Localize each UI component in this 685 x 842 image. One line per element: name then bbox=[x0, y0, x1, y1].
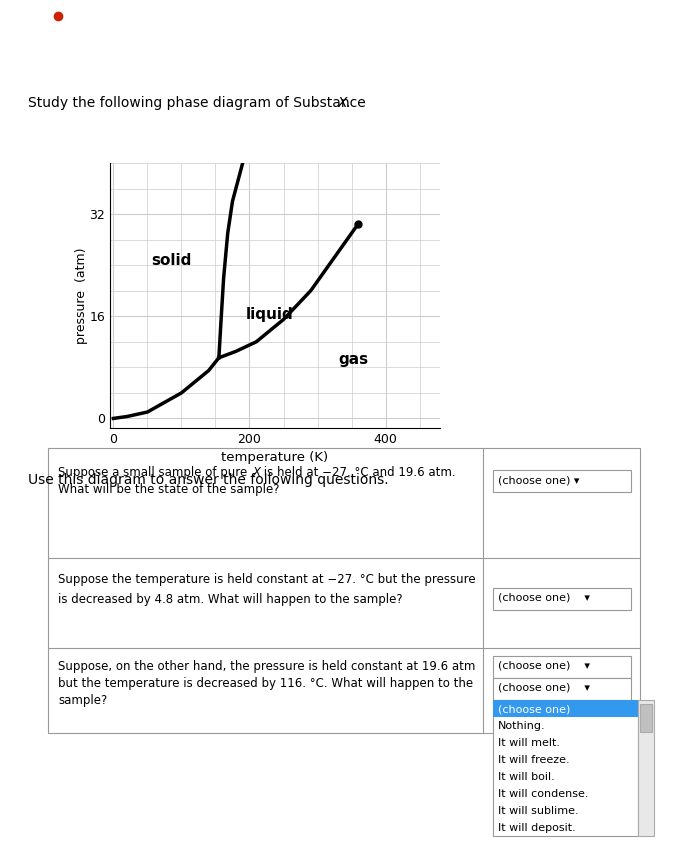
Text: is decreased by 4.8 atm. What will happen to the sample?: is decreased by 4.8 atm. What will happe… bbox=[58, 593, 403, 606]
Bar bbox=[48, 448, 640, 733]
Bar bbox=[638, 700, 654, 836]
Text: It will melt.: It will melt. bbox=[498, 738, 560, 748]
Y-axis label: pressure  (atm): pressure (atm) bbox=[75, 248, 88, 344]
Bar bbox=[493, 700, 638, 836]
Text: (choose one)    ▾: (choose one) ▾ bbox=[498, 661, 590, 671]
Text: Using a phase diagram to predict phase at a given temperature...: Using a phase diagram to predict phase a… bbox=[58, 29, 603, 44]
Text: (choose one)    ▾: (choose one) ▾ bbox=[498, 593, 590, 603]
Text: .: . bbox=[346, 96, 350, 110]
Bar bbox=[493, 678, 631, 700]
Text: It will sublime.: It will sublime. bbox=[498, 806, 579, 816]
Text: liquid: liquid bbox=[246, 307, 294, 322]
Text: solid: solid bbox=[151, 253, 191, 268]
Text: Suppose a small sample of pure: Suppose a small sample of pure bbox=[58, 466, 251, 479]
Text: is held at −27. °C and 19.6 atm.: is held at −27. °C and 19.6 atm. bbox=[260, 466, 456, 479]
Text: X: X bbox=[253, 466, 261, 479]
Text: Study the following phase diagram of Substance: Study the following phase diagram of Sub… bbox=[28, 96, 370, 110]
Bar bbox=[493, 588, 631, 610]
Text: Nothing.: Nothing. bbox=[498, 721, 546, 731]
Bar bbox=[640, 704, 652, 732]
Bar bbox=[493, 656, 631, 678]
Text: Use this diagram to answer the following questions.: Use this diagram to answer the following… bbox=[28, 473, 388, 487]
X-axis label: temperature (K): temperature (K) bbox=[221, 451, 329, 465]
Text: It will condense.: It will condense. bbox=[498, 789, 588, 799]
Text: (choose one)    ▾: (choose one) ▾ bbox=[498, 683, 590, 693]
Text: (choose one) ▾: (choose one) ▾ bbox=[498, 475, 580, 485]
Text: gas: gas bbox=[338, 352, 368, 367]
Text: X: X bbox=[338, 96, 347, 110]
Bar bbox=[493, 700, 638, 717]
Text: Suppose, on the other hand, the pressure is held constant at 19.6 atm: Suppose, on the other hand, the pressure… bbox=[58, 660, 475, 673]
Text: It will freeze.: It will freeze. bbox=[498, 755, 570, 765]
Text: Suppose the temperature is held constant at −27. °C but the pressure: Suppose the temperature is held constant… bbox=[58, 573, 475, 586]
Text: STATES OF MATTER: STATES OF MATTER bbox=[68, 11, 189, 21]
Text: sample?: sample? bbox=[58, 694, 108, 707]
Text: What will be the state of the sample?: What will be the state of the sample? bbox=[58, 483, 279, 496]
Text: (choose one): (choose one) bbox=[498, 704, 571, 714]
Text: v: v bbox=[108, 67, 118, 83]
Bar bbox=[493, 470, 631, 492]
Text: It will boil.: It will boil. bbox=[498, 772, 555, 782]
Text: It will deposit.: It will deposit. bbox=[498, 823, 576, 833]
Text: but the temperature is decreased by 116. °C. What will happen to the: but the temperature is decreased by 116.… bbox=[58, 677, 473, 690]
